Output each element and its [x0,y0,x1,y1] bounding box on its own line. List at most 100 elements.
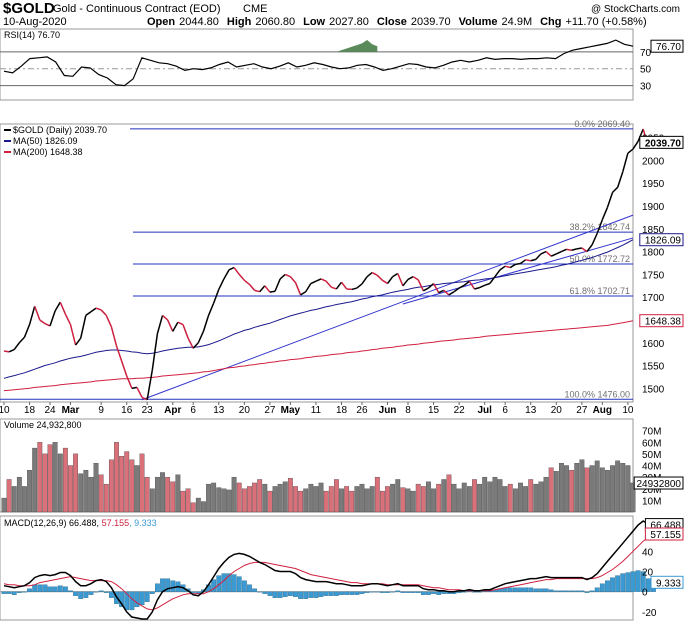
price-segment [192,342,199,349]
volume-bar [180,490,186,513]
macd-histogram-bar [88,591,94,595]
macd-histogram-bar [37,584,43,592]
price-segment [325,280,332,288]
volume-bar [502,486,508,513]
volume-bar [569,469,575,513]
price-tick-1500: 1500 [642,384,665,395]
price-segment [233,267,240,275]
price-segment [54,301,61,312]
macd-histogram-bar [32,584,38,592]
price-segment [581,247,588,253]
macd-histogram-bar [52,586,58,592]
quote-value-chg: +11.70 (+0.58%) [566,16,647,28]
macd-histogram-bar [236,576,242,592]
volume-bar [195,497,201,513]
price-segment [105,315,113,328]
volume-bar [472,479,477,513]
price-segment [162,314,169,321]
macd-histogram-bar [16,591,22,593]
macd-histogram-bar [477,591,482,593]
price-last-ma200-box [639,314,684,328]
volume-bar [374,476,380,513]
volume-bar [369,486,375,513]
price-segment [474,286,480,290]
macd-histogram-bar [62,586,68,592]
macd-histogram-bar [303,591,309,599]
macd-histogram-bar [461,591,467,593]
price-segment [448,291,455,296]
volume-bar [6,479,12,513]
price-segment [371,271,378,276]
date-label-9: 9 [98,405,104,416]
price-segment [259,285,266,293]
price-segment [202,315,210,332]
volume-bar [543,476,549,513]
volume-bar [277,483,283,513]
price-segment [515,262,521,266]
macd-histogram-bar [374,591,380,593]
volume-bar [395,479,401,513]
price-last-ma50: 1826.09 [645,236,682,247]
price-segment [110,326,118,347]
quote-value-close: 2039.70 [411,16,451,28]
volume-bar [241,488,247,513]
macd-histogram-bar [620,573,626,592]
date-label-27: 27 [576,405,588,416]
macd-histogram-bar [247,584,252,592]
volume-label: Volume 24,932,800 [4,420,82,430]
price-segment [484,282,491,287]
date-label-20: 20 [239,405,251,416]
price-segment [131,386,138,390]
price-segment [243,279,250,286]
price-segment [141,396,148,401]
price-segment [606,192,614,208]
macd-histogram-bar [1,591,7,594]
price-segment [172,321,179,332]
volume-bar [206,483,211,513]
price-segment [136,387,143,398]
volume-bar [282,481,288,513]
price-segment [586,244,593,253]
macd-histogram-bar [216,575,222,592]
macd-histogram-bar [22,591,27,593]
volume-tick-10M: 10M [642,496,661,507]
macd-histogram-bar [313,591,319,598]
volume-bar [313,486,319,513]
macd-histogram-bar [47,586,53,592]
volume-bar [528,479,534,513]
macd-histogram-bar [410,591,416,593]
price-segment [44,322,51,327]
quote-label-open: Open [147,16,175,28]
volume-bar [32,447,38,513]
price-segment [294,282,302,296]
quote-label-close: Close [377,16,407,28]
price-segment [79,315,87,339]
price-segment [146,369,154,400]
price-segment [254,289,260,293]
macd-histogram-bar [241,580,247,592]
price-frame [0,123,634,403]
price-segment [90,307,97,313]
price-segment [100,309,107,316]
date-label-24: 24 [44,405,56,416]
chart-exchange: CME [243,3,267,15]
macd-label: MACD(12,26,9) 66.488, 57.155, 9.333 [4,518,157,528]
macd-histogram-bar [11,591,17,595]
date-label-22: 22 [454,405,466,416]
price-segment [479,284,486,289]
macd-histogram-bar [472,591,477,593]
price-segment [458,284,465,289]
volume-bar [1,497,7,513]
price-segment [463,280,470,286]
volume-bar [216,487,222,513]
volume-bar [594,460,600,513]
volume-tick-70M: 70M [642,427,661,438]
volume-bar [119,456,125,513]
macd-histogram-bar [364,591,370,593]
date-label-23: 23 [142,405,154,416]
price-segment [166,319,174,332]
quote-value-open: 2044.80 [179,16,219,28]
volume-bar [298,490,304,513]
volume-tick-60M: 60M [642,438,661,449]
price-segment [407,276,414,281]
